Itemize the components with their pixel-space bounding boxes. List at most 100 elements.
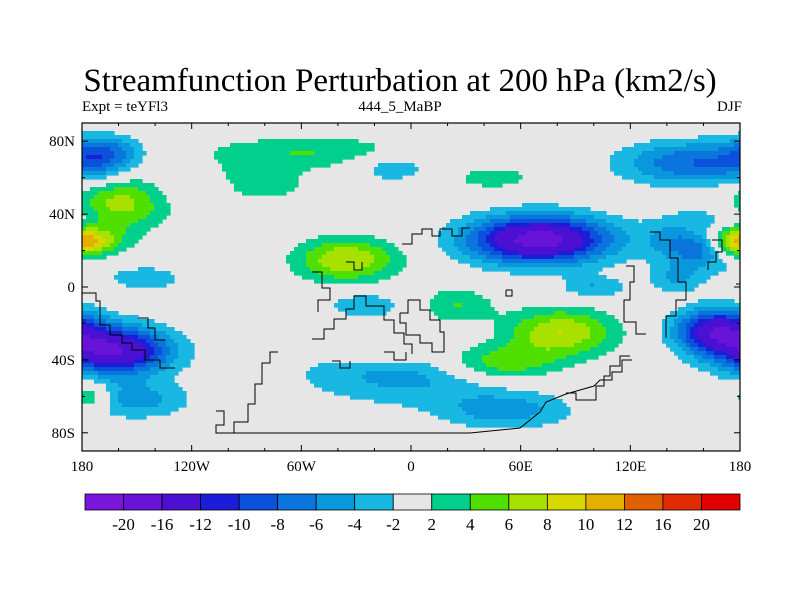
field-cell: [674, 171, 727, 176]
field-cell: [146, 379, 175, 384]
field-cell: [678, 211, 707, 216]
field-cell: [682, 359, 699, 364]
field-cell: [706, 343, 727, 348]
field-cell: [694, 159, 740, 164]
coastline-east-asia: [650, 231, 687, 338]
field-cell: [670, 331, 679, 336]
field-cell: [594, 215, 623, 220]
field-cell: [82, 251, 103, 256]
field-cell: [158, 355, 167, 360]
field-cell: [554, 359, 587, 364]
field-cell: [82, 135, 131, 140]
field-cell: [82, 211, 99, 216]
field-cell: [114, 239, 123, 244]
coastline-south-america-west: [215, 351, 278, 434]
field-cell: [338, 307, 391, 312]
field-cell: [374, 255, 391, 260]
field-cell: [694, 231, 707, 236]
field-cell: [290, 267, 311, 272]
field-cell: [82, 331, 107, 336]
field-cell: [502, 255, 523, 260]
field-cell: [498, 231, 527, 236]
field-cell: [122, 235, 143, 240]
field-cell: [630, 239, 651, 244]
field-cell: [566, 311, 607, 316]
field-cell: [334, 303, 395, 308]
field-cell: [310, 367, 439, 372]
colorbar-label: -6: [309, 515, 323, 534]
field-cell: [514, 239, 563, 244]
field-cell: [642, 171, 675, 176]
field-cell: [450, 419, 559, 424]
field-cell: [714, 347, 739, 352]
field-cell: [686, 327, 691, 332]
field-cell: [462, 351, 491, 356]
field-cell: [722, 247, 727, 252]
field-cell: [686, 343, 691, 348]
lon-tick-label: 60W: [287, 459, 317, 475]
field-cell: [670, 243, 703, 248]
field-cell: [130, 143, 143, 148]
field-cell: [534, 315, 591, 320]
field-cell: [650, 263, 671, 268]
field-cell: [106, 339, 135, 344]
field-cell: [494, 223, 507, 228]
field-cell: [150, 199, 167, 204]
field-cell: [702, 255, 715, 260]
field-cell: [474, 367, 499, 372]
field-cell: [82, 231, 95, 236]
field-cell: [654, 231, 695, 236]
field-cell: [458, 247, 471, 252]
field-cell: [294, 247, 315, 252]
field-cell: [690, 319, 699, 324]
field-cell: [82, 335, 91, 340]
field-cell: [458, 231, 471, 236]
field-cell: [146, 383, 179, 388]
field-cell: [382, 267, 403, 272]
field-cell: [310, 267, 331, 272]
colorbar-swatch: [277, 493, 317, 511]
field-cell: [82, 307, 107, 312]
field-cell: [82, 139, 123, 144]
field-cell: [694, 323, 703, 328]
field-cell: [98, 227, 127, 232]
field-cell: [674, 323, 679, 328]
field-cell: [82, 167, 107, 172]
field-cell: [718, 235, 723, 240]
field-cell: [170, 335, 187, 340]
field-cell: [558, 251, 575, 256]
field-cell: [614, 223, 711, 228]
field-cell: [590, 331, 607, 336]
field-cell: [106, 383, 119, 388]
field-cell: [118, 395, 163, 400]
field-cell: [638, 167, 663, 172]
field-cell: [134, 339, 147, 344]
field-cell: [726, 343, 740, 348]
field-cell: [82, 303, 95, 308]
field-cell: [126, 415, 147, 420]
field-cell: [698, 327, 715, 332]
field-cell: [698, 367, 719, 372]
field-cell: [462, 407, 543, 412]
field-cell: [682, 319, 691, 324]
field-cell: [726, 247, 731, 252]
field-cell: [478, 243, 491, 248]
field-cell: [154, 351, 163, 356]
field-cell: [586, 251, 603, 256]
coastline-madagascar: [384, 351, 407, 361]
field-cell: [318, 235, 375, 240]
field-cell: [450, 255, 471, 260]
field-cell: [694, 163, 740, 168]
field-cell: [730, 239, 735, 244]
field-cell: [430, 307, 495, 312]
field-cell: [622, 147, 655, 152]
field-cell: [698, 135, 740, 140]
field-cell: [470, 263, 499, 268]
field-cell: [734, 359, 740, 364]
field-cell: [86, 227, 99, 232]
field-cell: [714, 351, 727, 356]
field-cell: [430, 303, 455, 308]
field-cell: [462, 355, 483, 360]
